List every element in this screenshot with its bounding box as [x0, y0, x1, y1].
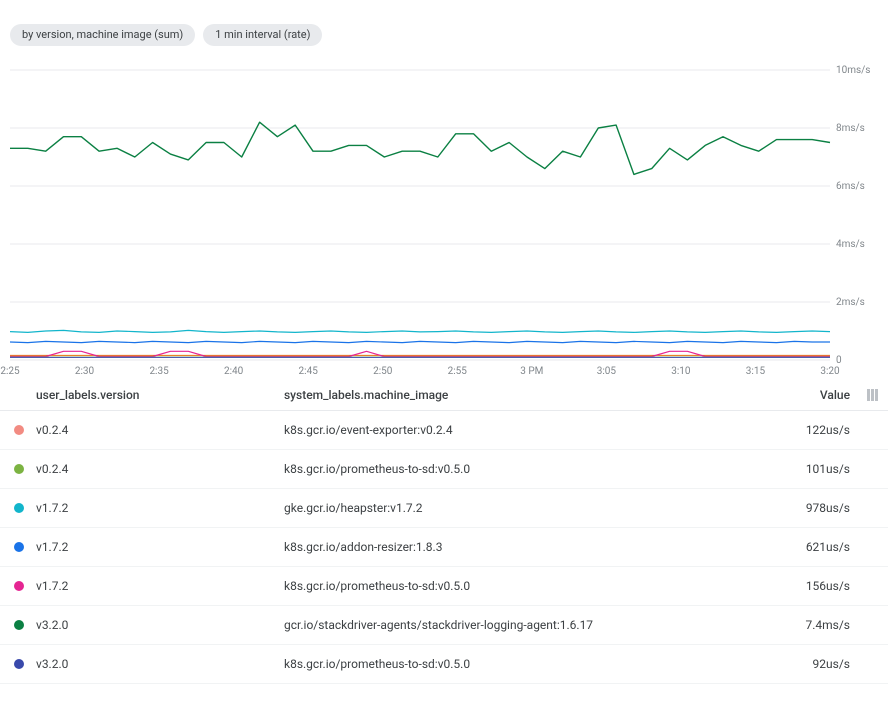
svg-text:3:05: 3:05: [597, 366, 617, 377]
series-swatch: [14, 581, 24, 591]
columns-icon: [867, 389, 878, 401]
cell-value: 92us/s: [770, 657, 850, 671]
chart-area: 0 2ms/s 4ms/s 6ms/s 8ms/s 10ms/s 2:25 2:30 2:35 2…: [0, 60, 888, 380]
svg-text:3:15: 3:15: [746, 366, 766, 377]
svg-text:2:50: 2:50: [373, 366, 393, 377]
legend-row[interactable]: v0.2.4k8s.gcr.io/prometheus-to-sd:v0.5.0…: [0, 450, 888, 489]
legend-body: v0.2.4k8s.gcr.io/event-exporter:v0.2.412…: [0, 411, 888, 684]
svg-text:2:40: 2:40: [224, 366, 244, 377]
series-swatch: [14, 659, 24, 669]
col-header-value[interactable]: Value: [770, 388, 850, 402]
legend-header: user_labels.version system_labels.machin…: [0, 380, 888, 411]
columns-button[interactable]: [850, 389, 878, 401]
cell-image: k8s.gcr.io/prometheus-to-sd:v0.5.0: [284, 462, 770, 476]
svg-text:8ms/s: 8ms/s: [836, 123, 865, 134]
svg-text:0: 0: [836, 355, 842, 366]
cell-image: k8s.gcr.io/prometheus-to-sd:v0.5.0: [284, 657, 770, 671]
svg-text:2:35: 2:35: [149, 366, 169, 377]
svg-text:3:20: 3:20: [820, 366, 840, 377]
col-header-version[interactable]: user_labels.version: [36, 388, 284, 402]
cell-value: 101us/s: [770, 462, 850, 476]
svg-text:3:10: 3:10: [671, 366, 691, 377]
cell-image: k8s.gcr.io/addon-resizer:1.8.3: [284, 540, 770, 554]
legend-row[interactable]: v3.2.0k8s.gcr.io/prometheus-to-sd:v0.5.0…: [0, 645, 888, 684]
col-header-image[interactable]: system_labels.machine_image: [284, 388, 770, 402]
cell-image: gke.gcr.io/heapster:v1.7.2: [284, 501, 770, 515]
svg-text:2:45: 2:45: [299, 366, 319, 377]
cell-value: 978us/s: [770, 501, 850, 515]
cell-value: 621us/s: [770, 540, 850, 554]
cell-image: k8s.gcr.io/event-exporter:v0.2.4: [284, 423, 770, 437]
svg-text:6ms/s: 6ms/s: [836, 181, 865, 192]
series-swatch: [14, 464, 24, 474]
cell-value: 7.4ms/s: [770, 618, 850, 632]
group-by-chip[interactable]: by version, machine image (sum): [10, 24, 195, 46]
cell-version: v0.2.4: [36, 462, 284, 476]
series-swatch: [14, 620, 24, 630]
legend-row[interactable]: v1.7.2gke.gcr.io/heapster:v1.7.2978us/s: [0, 489, 888, 528]
svg-text:2ms/s: 2ms/s: [836, 297, 865, 308]
svg-text:2:30: 2:30: [75, 366, 95, 377]
chip-row: by version, machine image (sum) 1 min in…: [0, 0, 888, 52]
legend-row[interactable]: v1.7.2k8s.gcr.io/prometheus-to-sd:v0.5.0…: [0, 567, 888, 606]
cell-version: v0.2.4: [36, 423, 284, 437]
cell-version: v3.2.0: [36, 618, 284, 632]
cell-version: v1.7.2: [36, 540, 284, 554]
cell-image: k8s.gcr.io/prometheus-to-sd:v0.5.0: [284, 579, 770, 593]
series-swatch: [14, 425, 24, 435]
cell-value: 156us/s: [770, 579, 850, 593]
series-swatch: [14, 542, 24, 552]
interval-chip[interactable]: 1 min interval (rate): [203, 24, 322, 46]
svg-text:3 PM: 3 PM: [520, 366, 543, 377]
line-chart: 0 2ms/s 4ms/s 6ms/s 8ms/s 10ms/s 2:25 2:30 2:35 2…: [0, 60, 888, 380]
series-swatch: [14, 503, 24, 513]
cell-image: gcr.io/stackdriver-agents/stackdriver-lo…: [284, 618, 770, 632]
cell-value: 122us/s: [770, 423, 850, 437]
svg-text:4ms/s: 4ms/s: [836, 239, 865, 250]
svg-text:2:25: 2:25: [0, 366, 20, 377]
cell-version: v1.7.2: [36, 579, 284, 593]
svg-text:10ms/s: 10ms/s: [836, 65, 870, 76]
cell-version: v1.7.2: [36, 501, 284, 515]
legend-row[interactable]: v3.2.0gcr.io/stackdriver-agents/stackdri…: [0, 606, 888, 645]
svg-text:2:55: 2:55: [448, 366, 468, 377]
cell-version: v3.2.0: [36, 657, 284, 671]
legend-row[interactable]: v1.7.2k8s.gcr.io/addon-resizer:1.8.3621u…: [0, 528, 888, 567]
legend-row[interactable]: v0.2.4k8s.gcr.io/event-exporter:v0.2.412…: [0, 411, 888, 450]
